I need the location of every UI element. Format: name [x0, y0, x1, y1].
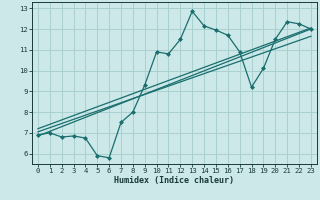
X-axis label: Humidex (Indice chaleur): Humidex (Indice chaleur): [115, 176, 234, 185]
